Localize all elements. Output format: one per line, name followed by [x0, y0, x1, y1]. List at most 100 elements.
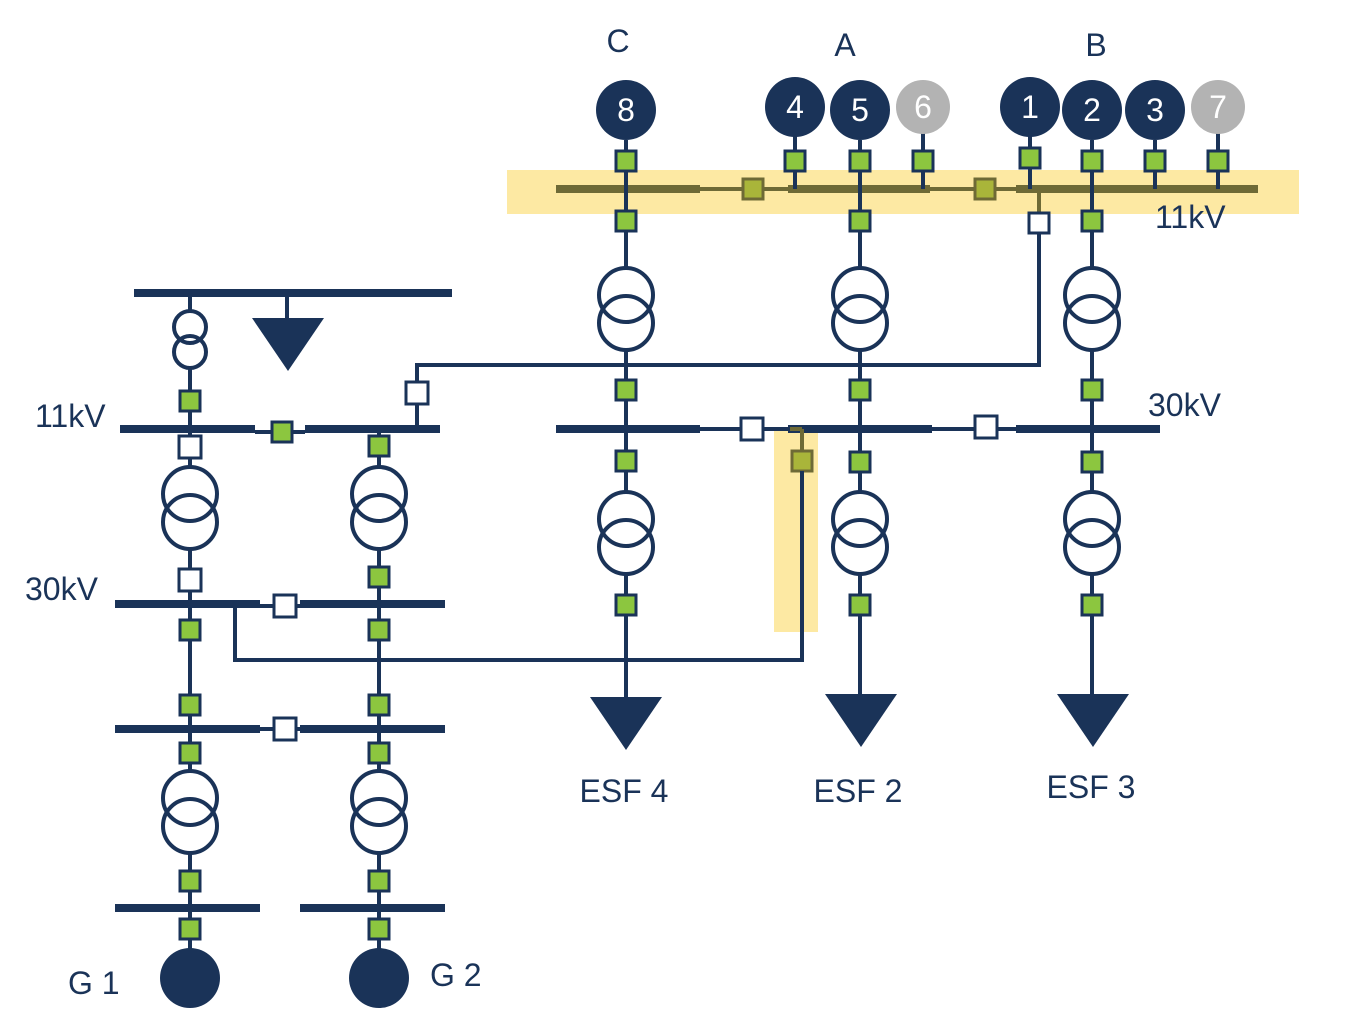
generator-g1-icon[interactable] [160, 948, 220, 1008]
breaker-c-30kv-lower[interactable] [614, 449, 638, 473]
source-3-label: 3 [1146, 92, 1164, 128]
load-label-esf4: ESF 4 [580, 773, 669, 809]
bus-tie-breaker-30kv-ca[interactable] [739, 416, 765, 442]
breaker-tie-hl[interactable] [790, 449, 814, 473]
bus-tie-breaker-ab[interactable] [973, 177, 997, 201]
breaker-tie-left-11kv[interactable] [404, 380, 430, 406]
breaker-a-11kv[interactable] [848, 209, 872, 233]
breaker-source-6[interactable] [911, 149, 935, 173]
breaker-g2-30kv-upper[interactable] [367, 565, 391, 589]
aux-transformer-coil-icon [172, 334, 208, 370]
breaker-g1-30kv-lower[interactable] [178, 618, 202, 642]
left-30kv-voltage-label: 30kV [25, 571, 99, 607]
transformer-coil-icon [161, 769, 219, 827]
breaker-source-1[interactable] [1018, 146, 1042, 170]
breaker-left-mid-tie[interactable] [272, 716, 298, 742]
feeder-column-a [825, 189, 897, 747]
breaker-g1-mid-lower[interactable] [178, 741, 202, 765]
breaker-g2-11kv[interactable] [367, 434, 391, 458]
load-triangle-icon [590, 697, 662, 750]
group-label-a: A [834, 27, 856, 63]
load-label-esf2: ESF 2 [814, 773, 903, 809]
transformer-coil-icon [350, 493, 408, 551]
breaker-g2-mid-lower[interactable] [367, 741, 391, 765]
breaker-b-load[interactable] [1080, 593, 1104, 617]
generator-column-g2 [349, 429, 409, 1008]
breaker-b-30kv-upper[interactable] [1080, 378, 1104, 402]
breaker-c-load[interactable] [614, 593, 638, 617]
source-4[interactable]: 4 [765, 77, 825, 137]
tie-wire-to-left-11kv [415, 233, 1041, 382]
source-1[interactable]: 1 [1000, 77, 1060, 137]
breaker-source-3[interactable] [1143, 149, 1167, 173]
source-5[interactable]: 5 [830, 80, 890, 140]
breaker-source-7[interactable] [1206, 149, 1230, 173]
transformer-coil-icon [161, 797, 219, 855]
transformer-coil-icon [597, 490, 655, 548]
breaker-a-30kv-lower[interactable] [848, 450, 872, 474]
aux-transformer-coil-icon [172, 309, 208, 345]
breaker-source-2[interactable] [1080, 149, 1104, 173]
breaker-tie-11kv-b[interactable] [1027, 211, 1051, 235]
source-2[interactable]: 2 [1062, 80, 1122, 140]
breaker-g1-11kv[interactable] [177, 434, 203, 460]
source-8[interactable]: 8 [596, 80, 656, 140]
breaker-g1-gen-lower[interactable] [178, 917, 202, 941]
load-triangle-icon [252, 318, 324, 371]
group-label-b: B [1085, 27, 1106, 63]
feeder-column-b [1057, 189, 1129, 747]
breaker-g2-mid-upper[interactable] [367, 693, 391, 717]
transformer-coil-icon [161, 465, 219, 523]
transformer-coil-icon [831, 266, 889, 324]
breaker-left-11kv-tie[interactable] [270, 420, 294, 444]
breaker-source-4[interactable] [783, 149, 807, 173]
bus-tie-breaker-ca[interactable] [741, 177, 765, 201]
transformer-coil-icon [1063, 294, 1121, 352]
bus-tie-breaker-30kv-ab[interactable] [973, 414, 999, 440]
source-6[interactable]: 6 [896, 80, 950, 134]
generator-g2-icon[interactable] [349, 948, 409, 1008]
breaker-b-11kv[interactable] [1080, 209, 1104, 233]
source-3[interactable]: 3 [1125, 80, 1185, 140]
breaker-g1-30kv-upper[interactable] [177, 567, 203, 593]
transformer-coil-icon [597, 266, 655, 324]
source-1-label: 1 [1021, 89, 1039, 125]
source-5-label: 5 [851, 92, 869, 128]
generator-label-g1: G 1 [68, 965, 120, 1001]
source-6-label: 6 [914, 89, 932, 125]
generator-label-g2: G 2 [430, 957, 482, 993]
group-label-c: C [606, 23, 629, 59]
breaker-a-30kv-upper[interactable] [848, 378, 872, 402]
right-bus-voltage-label: 30kV [1148, 387, 1222, 423]
feeder-column-c [590, 189, 662, 750]
transformer-coil-icon [350, 465, 408, 523]
transformer-coil-icon [831, 294, 889, 352]
breaker-a-load[interactable] [848, 593, 872, 617]
source-7-label: 7 [1209, 89, 1227, 125]
breaker-source-5[interactable] [848, 149, 872, 173]
breaker-g2-30kv-lower[interactable] [367, 618, 391, 642]
transformer-coil-icon [161, 493, 219, 551]
breaker-c-11kv[interactable] [614, 209, 638, 233]
transformer-coil-icon [597, 294, 655, 352]
source-7[interactable]: 7 [1191, 80, 1245, 134]
top-bus-voltage-label: 11kV [1155, 199, 1226, 235]
breaker-left-30kv-tie[interactable] [272, 593, 298, 619]
breaker-g1-mid-upper[interactable] [178, 693, 202, 717]
breaker-g2-gen-upper[interactable] [367, 869, 391, 893]
tie-wire-to-left-30kv [233, 471, 804, 662]
breaker-g1-gen-upper[interactable] [178, 869, 202, 893]
left-11kv-voltage-label: 11kV [35, 398, 106, 434]
breaker-source-8[interactable] [614, 149, 638, 173]
source-8-label: 8 [617, 92, 635, 128]
breaker-g2-gen-lower[interactable] [367, 917, 391, 941]
transformer-coil-icon [1063, 266, 1121, 324]
breaker-aux[interactable] [178, 389, 202, 413]
transformer-coil-icon [350, 797, 408, 855]
breaker-c-30kv-upper[interactable] [614, 378, 638, 402]
transformer-coil-icon [831, 518, 889, 576]
breaker-b-30kv-lower[interactable] [1080, 450, 1104, 474]
load-triangle-icon [1057, 694, 1129, 747]
transformer-coil-icon [1063, 490, 1121, 548]
